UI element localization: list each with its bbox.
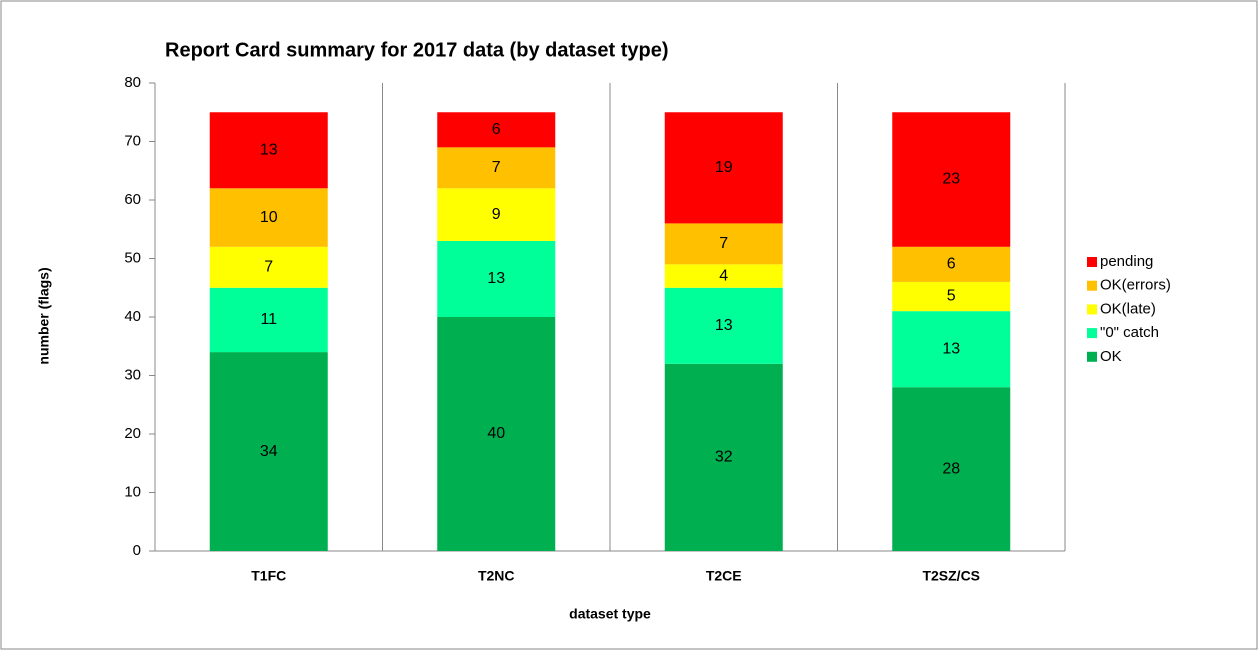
x-tick-label: T2CE [706, 568, 742, 584]
value-label: 4 [719, 267, 728, 284]
bar-segment [437, 188, 556, 241]
value-label: 7 [492, 159, 501, 176]
value-label: 13 [942, 340, 960, 357]
bar-segment [437, 147, 556, 189]
legend-swatch [1087, 257, 1097, 267]
bar-segment [892, 281, 1011, 312]
legend-swatch [1087, 328, 1097, 339]
value-label: 5 [947, 288, 956, 305]
bar-segment [209, 287, 328, 353]
bar-segment [664, 112, 783, 224]
legend-label: "0" catch [1100, 324, 1159, 341]
bar-segment [437, 112, 556, 148]
value-label: 34 [260, 443, 278, 460]
bar-segment [209, 188, 328, 247]
value-label: 28 [942, 460, 960, 477]
bar-segment [664, 264, 783, 288]
value-label: 9 [492, 206, 501, 223]
bar-segment [892, 387, 1011, 551]
y-axis-label: number (flags) [36, 267, 52, 364]
y-tick-label: 0 [133, 542, 141, 559]
legend-swatch [1087, 280, 1097, 291]
y-tick-label: 30 [124, 366, 141, 383]
bar-segment [664, 287, 783, 364]
chart-title: Report Card summary for 2017 data (by da… [165, 39, 669, 61]
bar-segment [892, 112, 1011, 247]
y-tick-label: 20 [124, 425, 141, 442]
bar-segment [209, 246, 328, 288]
value-label: 32 [715, 449, 733, 466]
legend-label: OK(errors) [1100, 277, 1171, 294]
bar-segment [892, 311, 1011, 388]
x-tick-label: T2NC [478, 568, 515, 584]
bar-segment [892, 246, 1011, 282]
legend-label: OK [1100, 348, 1122, 365]
value-label: 19 [715, 159, 733, 176]
value-label: 23 [942, 171, 960, 188]
x-tick-label: T2SZ/CS [922, 568, 980, 584]
bar-segment [209, 352, 328, 551]
y-tick-label: 50 [124, 249, 141, 266]
y-tick-label: 60 [124, 191, 141, 208]
bar-segment [209, 112, 328, 189]
legend-swatch [1087, 304, 1097, 315]
y-tick-label: 70 [124, 132, 141, 149]
value-label: 10 [260, 209, 278, 226]
value-label: 13 [715, 317, 733, 334]
legend-label: pending [1100, 253, 1153, 270]
bar-segment [664, 223, 783, 265]
value-label: 13 [487, 270, 505, 287]
y-tick-label: 10 [124, 483, 141, 500]
value-label: 6 [492, 121, 501, 138]
value-label: 7 [264, 258, 273, 275]
value-label: 7 [719, 235, 728, 252]
value-label: 6 [947, 256, 956, 273]
bar-segment [437, 317, 556, 551]
bar-segment [437, 240, 556, 317]
y-tick-label: 80 [124, 74, 141, 91]
legend-swatch [1087, 351, 1097, 362]
legend-label: OK(late) [1100, 300, 1156, 317]
y-tick-label: 40 [124, 308, 141, 325]
bar-segment [664, 363, 783, 551]
value-label: 13 [260, 141, 278, 158]
x-tick-label: T1FC [251, 568, 286, 584]
value-label: 40 [487, 425, 505, 442]
x-axis-label: dataset type [569, 606, 651, 622]
value-label: 11 [260, 311, 277, 328]
